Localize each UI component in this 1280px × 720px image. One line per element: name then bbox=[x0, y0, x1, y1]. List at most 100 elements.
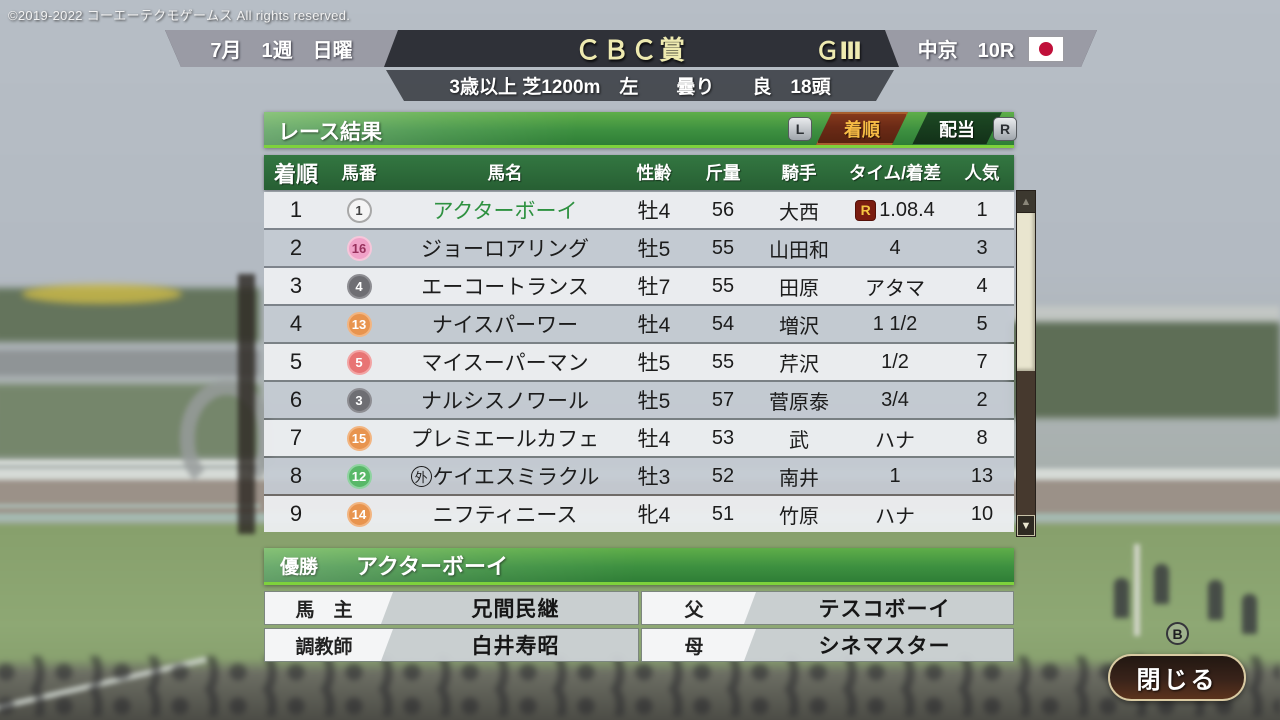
horse-number-cell: 15 bbox=[328, 425, 390, 451]
scroll-up-button[interactable]: ▲ bbox=[1017, 191, 1035, 213]
horse-name: プレミエールカフェ bbox=[410, 428, 600, 451]
finish-position: 9 bbox=[289, 501, 303, 526]
horse-number-cell: 14 bbox=[328, 501, 390, 527]
time-margin: 1 1/2 bbox=[872, 312, 918, 335]
popularity: 7 bbox=[976, 350, 988, 373]
tab-finish-order[interactable]: 着順 bbox=[816, 112, 908, 145]
fence-post bbox=[1134, 544, 1140, 636]
scrollbar[interactable]: ▲ ▼ bbox=[1016, 190, 1036, 537]
spectator bbox=[1208, 580, 1223, 620]
owner-cell: 馬 主 兄間民継 bbox=[264, 591, 639, 625]
col-sex-age: 性齢 bbox=[636, 163, 672, 183]
horse-name: エーコートランス bbox=[421, 276, 589, 299]
scrollbar-thumb[interactable] bbox=[1017, 213, 1035, 371]
sire-label: 父 bbox=[642, 592, 756, 624]
finish-position: 3 bbox=[289, 273, 303, 298]
horse-number-cell: 16 bbox=[328, 235, 390, 261]
table-row[interactable]: 4 13 ナイスパーワー 牡4 54 増沢 1 1/2 5 bbox=[264, 306, 1014, 342]
jockey-name: 田原 bbox=[779, 277, 819, 300]
col-jockey: 騎手 bbox=[781, 163, 817, 183]
sire-cell: 父 テスコボーイ bbox=[641, 591, 1014, 625]
trainer-cell: 調教師 白井寿昭 bbox=[264, 628, 639, 662]
flag-sun-disc bbox=[1039, 42, 1053, 56]
table-row[interactable]: 1 1 アクターボーイ 牡4 56 大西 R 1.08.4 1 bbox=[264, 192, 1014, 228]
carried-weight: 57 bbox=[711, 388, 735, 411]
horse-number-badge: 5 bbox=[346, 349, 372, 375]
tab-payout[interactable]: 配当 bbox=[912, 112, 1002, 145]
time-margin: ハナ bbox=[875, 505, 915, 528]
col-weight: 斤量 bbox=[705, 163, 741, 183]
popularity: 3 bbox=[976, 236, 988, 259]
finish-position: 7 bbox=[289, 425, 303, 450]
rail-fence bbox=[0, 460, 260, 465]
sex-age: 牡5 bbox=[637, 352, 671, 375]
track-race-number: 中京 10R bbox=[917, 40, 1015, 62]
finish-position: 1 bbox=[289, 197, 303, 222]
sex-age: 牡5 bbox=[637, 390, 671, 413]
table-row[interactable]: 7 15 プレミエールカフェ 牡4 53 武 ハナ 8 bbox=[264, 420, 1014, 456]
popularity: 2 bbox=[976, 388, 988, 411]
horse-number-badge: 12 bbox=[346, 463, 372, 489]
table-row[interactable]: 3 4 エーコートランス 牡7 55 田原 アタマ 4 bbox=[264, 268, 1014, 304]
gamepad-b-button-icon: B bbox=[1166, 622, 1189, 645]
rb-shoulder-button[interactable]: R bbox=[993, 117, 1017, 141]
finish-position: 2 bbox=[289, 235, 303, 260]
sex-age: 牝4 bbox=[637, 504, 671, 527]
jockey-name: 竹原 bbox=[779, 505, 819, 528]
table-row[interactable]: 5 5 マイスーパーマン 牡5 55 芹沢 1/2 7 bbox=[264, 344, 1014, 380]
copyright-notice: ©2019-2022 コーエーテクモゲームス All rights reserv… bbox=[8, 8, 351, 23]
horse-number-badge: 15 bbox=[346, 425, 372, 451]
record-icon: R bbox=[855, 199, 877, 221]
foreign-bred-icon: 外 bbox=[410, 465, 432, 487]
carried-weight: 54 bbox=[711, 312, 735, 335]
horse-number-badge: 3 bbox=[346, 387, 372, 413]
col-finish: 着順 bbox=[273, 161, 318, 187]
col-horse-name: 馬名 bbox=[487, 163, 523, 183]
sex-age: 牡4 bbox=[637, 314, 671, 337]
horse-number-badge: 4 bbox=[346, 273, 372, 299]
jockey-name: 武 bbox=[789, 429, 809, 452]
table-row[interactable]: 9 14 ニフティニース 牝4 51 竹原 ハナ 10 bbox=[264, 496, 1014, 532]
carried-weight: 55 bbox=[711, 350, 735, 373]
sex-age: 牡4 bbox=[637, 200, 671, 223]
popularity: 5 bbox=[976, 312, 988, 335]
popularity: 10 bbox=[970, 502, 994, 525]
horse-number-badge: 1 bbox=[346, 197, 372, 223]
tower-pole bbox=[238, 274, 255, 534]
horse-number-cell: 5 bbox=[328, 349, 390, 375]
finish-position: 4 bbox=[289, 311, 303, 336]
popularity: 13 bbox=[970, 464, 994, 487]
table-header: 着順 馬番 馬名 性齢 斤量 騎手 タイム/着差 人気 bbox=[264, 155, 1014, 190]
winner-bar: 優勝 アクターボーイ bbox=[264, 548, 1014, 585]
dam-cell: 母 シネマスター bbox=[641, 628, 1014, 662]
race-name: ＣＢＣ賞 bbox=[574, 35, 687, 65]
dam-name: シネマスター bbox=[818, 635, 951, 658]
col-time-margin: タイム/着差 bbox=[848, 163, 941, 183]
horse-number-badge: 14 bbox=[346, 501, 372, 527]
carried-weight: 55 bbox=[711, 236, 735, 259]
carried-weight: 51 bbox=[711, 502, 735, 525]
foreground-crowd bbox=[0, 656, 1280, 716]
close-button[interactable]: 閉じる bbox=[1108, 654, 1246, 701]
table-row[interactable]: 2 16 ジョーロアリング 牡5 55 山田和 4 3 bbox=[264, 230, 1014, 266]
popularity: 8 bbox=[976, 426, 988, 449]
grandstand bbox=[1010, 306, 1280, 324]
table-row[interactable]: 8 12 外ケイエスミラクル 牡3 52 南井 1 13 bbox=[264, 458, 1014, 494]
tab-label: 着順 bbox=[844, 119, 880, 140]
time-margin: 1 bbox=[889, 464, 901, 487]
time-margin: 4 bbox=[889, 236, 901, 259]
dam-label: 母 bbox=[642, 629, 756, 661]
table-row[interactable]: 6 3 ナルシスノワール 牡5 57 菅原泰 3/4 2 bbox=[264, 382, 1014, 418]
track-segment: 中京 10R bbox=[885, 30, 1097, 67]
time-margin: ハナ bbox=[875, 429, 915, 452]
distant-crowd bbox=[0, 350, 260, 376]
panel-title: レース結果 bbox=[278, 121, 382, 144]
carried-weight: 53 bbox=[711, 426, 735, 449]
horse-name: ジョーロアリング bbox=[421, 238, 589, 261]
scroll-down-button[interactable]: ▼ bbox=[1017, 515, 1035, 536]
spectator bbox=[1154, 564, 1169, 604]
trainer-name: 白井寿昭 bbox=[471, 635, 560, 658]
lb-shoulder-button[interactable]: L bbox=[788, 117, 812, 141]
horse-name: 外ケイエスミラクル bbox=[390, 461, 620, 491]
